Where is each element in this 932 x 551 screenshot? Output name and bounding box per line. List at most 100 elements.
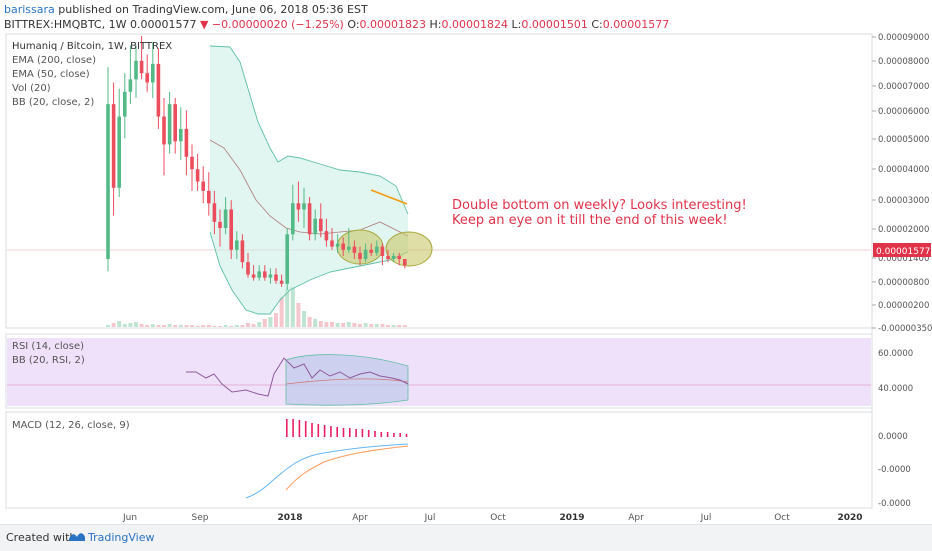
candle-body bbox=[212, 203, 217, 222]
time-tick-label: Jul bbox=[700, 513, 712, 523]
volume-bar bbox=[262, 319, 267, 327]
volume-bar bbox=[397, 325, 402, 327]
volume-bar bbox=[391, 325, 396, 327]
candle-body bbox=[386, 255, 390, 260]
price-tick-label: -0.00000350 bbox=[878, 324, 932, 334]
macd-histogram-bar bbox=[323, 425, 326, 437]
macd-histogram-bar bbox=[342, 428, 345, 437]
candle-body bbox=[167, 104, 172, 145]
legend-bb: BB (20, close, 2) bbox=[12, 97, 94, 108]
candle-body bbox=[201, 181, 205, 191]
bollinger-upper-line bbox=[209, 45, 409, 215]
macd-histogram-bar bbox=[304, 421, 307, 437]
author-link[interactable]: barissara bbox=[4, 3, 55, 16]
volume-bar bbox=[184, 325, 189, 327]
volume-bar bbox=[218, 326, 222, 327]
candle-body bbox=[117, 116, 121, 188]
candle-body bbox=[173, 104, 177, 142]
volume-bar bbox=[318, 321, 323, 327]
candle-body bbox=[151, 63, 155, 83]
candle-body bbox=[313, 218, 317, 235]
legend-ema200: EMA (200, close) bbox=[12, 55, 96, 66]
volume-bar bbox=[117, 321, 122, 327]
symbol-info: BITTREX:HMQBTC, 1W 0.00001577 ▼ −0.00000… bbox=[4, 17, 669, 33]
rsi-band bbox=[7, 338, 871, 406]
volume-bar bbox=[285, 289, 290, 327]
candle-body bbox=[319, 218, 323, 232]
time-tick-label: Jul bbox=[424, 513, 436, 523]
macd-histogram-bar bbox=[330, 426, 332, 437]
macd-histogram-bar bbox=[405, 434, 408, 437]
macd-histogram-bar bbox=[374, 431, 376, 437]
volume-bar bbox=[156, 325, 161, 327]
candle-body bbox=[162, 116, 166, 145]
time-axis: Jun Sep 2018 Apr Jul Oct 2019 Apr Jul Oct 2020 bbox=[122, 513, 863, 523]
time-tick-label: Apr bbox=[352, 513, 368, 523]
price-tick-label: 0.00005000 bbox=[878, 135, 929, 145]
candle-body bbox=[156, 63, 161, 117]
volume-bar bbox=[223, 325, 228, 327]
candle-body bbox=[134, 60, 138, 80]
volume-bar bbox=[190, 325, 194, 327]
candle-body bbox=[380, 246, 385, 256]
price-tick-label: 0.00009000 bbox=[878, 33, 929, 43]
rsi-axis: 60.0000 40.0000 bbox=[878, 349, 913, 394]
macd-line bbox=[245, 443, 409, 499]
volume-bar bbox=[246, 323, 250, 327]
volume-bar bbox=[290, 287, 295, 327]
macd-histogram-bar bbox=[336, 427, 338, 437]
ema-50-line bbox=[370, 189, 408, 205]
volume-bar bbox=[240, 325, 245, 327]
macd-histogram-bar bbox=[386, 432, 389, 437]
rsi-line bbox=[186, 357, 409, 397]
symbol: BITTREX:HMQBTC, 1W bbox=[4, 18, 127, 31]
macd-tick-label: -0.0000 bbox=[878, 465, 911, 475]
price-tick-label: 0.00007000 bbox=[878, 82, 929, 92]
price-badge bbox=[873, 243, 931, 257]
candle-body bbox=[223, 209, 228, 229]
volume-bar bbox=[346, 322, 351, 327]
macd-histogram-bar bbox=[286, 419, 288, 437]
volume-bar bbox=[251, 324, 256, 327]
candle-body bbox=[207, 190, 211, 204]
candle-body bbox=[279, 280, 284, 284]
volume-bar bbox=[234, 325, 239, 327]
volume-bar bbox=[268, 317, 273, 327]
candle-body bbox=[291, 203, 295, 235]
macd-histogram-bar bbox=[311, 423, 313, 437]
footer: Created with TradingView bbox=[0, 524, 932, 551]
macd-histogram-bar bbox=[298, 420, 301, 437]
price-tick-label: 0.00002000 bbox=[878, 225, 929, 235]
macd-histogram-bar bbox=[361, 429, 364, 437]
candle-body bbox=[190, 156, 194, 170]
candle-body bbox=[240, 240, 245, 263]
tradingview-logo-icon[interactable] bbox=[68, 529, 86, 543]
volume-bar bbox=[201, 325, 206, 327]
volume-bar bbox=[122, 324, 127, 327]
candle-body bbox=[251, 274, 256, 278]
volume-bar bbox=[111, 323, 116, 327]
candle-body bbox=[184, 128, 189, 157]
low-value: 0.00001501 bbox=[521, 18, 588, 31]
high-label: H: bbox=[429, 18, 442, 31]
candle-body bbox=[106, 104, 110, 260]
candle-body bbox=[375, 246, 379, 253]
candle-body bbox=[352, 246, 357, 253]
tradingview-link[interactable]: TradingView bbox=[88, 531, 155, 544]
volume-bar bbox=[335, 323, 340, 327]
candle-body bbox=[139, 60, 144, 74]
volume-bar bbox=[313, 319, 318, 327]
volume-bar bbox=[274, 313, 278, 327]
candle-body bbox=[397, 255, 401, 260]
volume-bar bbox=[363, 323, 368, 327]
candle-body bbox=[145, 73, 149, 83]
rsi-bb-basis bbox=[285, 378, 409, 385]
macd-histogram-bar bbox=[317, 424, 320, 437]
volume-bar bbox=[402, 325, 407, 327]
candle-body bbox=[179, 128, 183, 142]
time-tick-label: Jun bbox=[122, 513, 137, 523]
chart-svg: 0.00009000 0.00008000 0.00007000 0.00006000… bbox=[5, 33, 932, 523]
macd-pane bbox=[5, 411, 873, 509]
volume-bar bbox=[212, 326, 217, 327]
price-tick-label: 0.00008000 bbox=[878, 57, 929, 67]
